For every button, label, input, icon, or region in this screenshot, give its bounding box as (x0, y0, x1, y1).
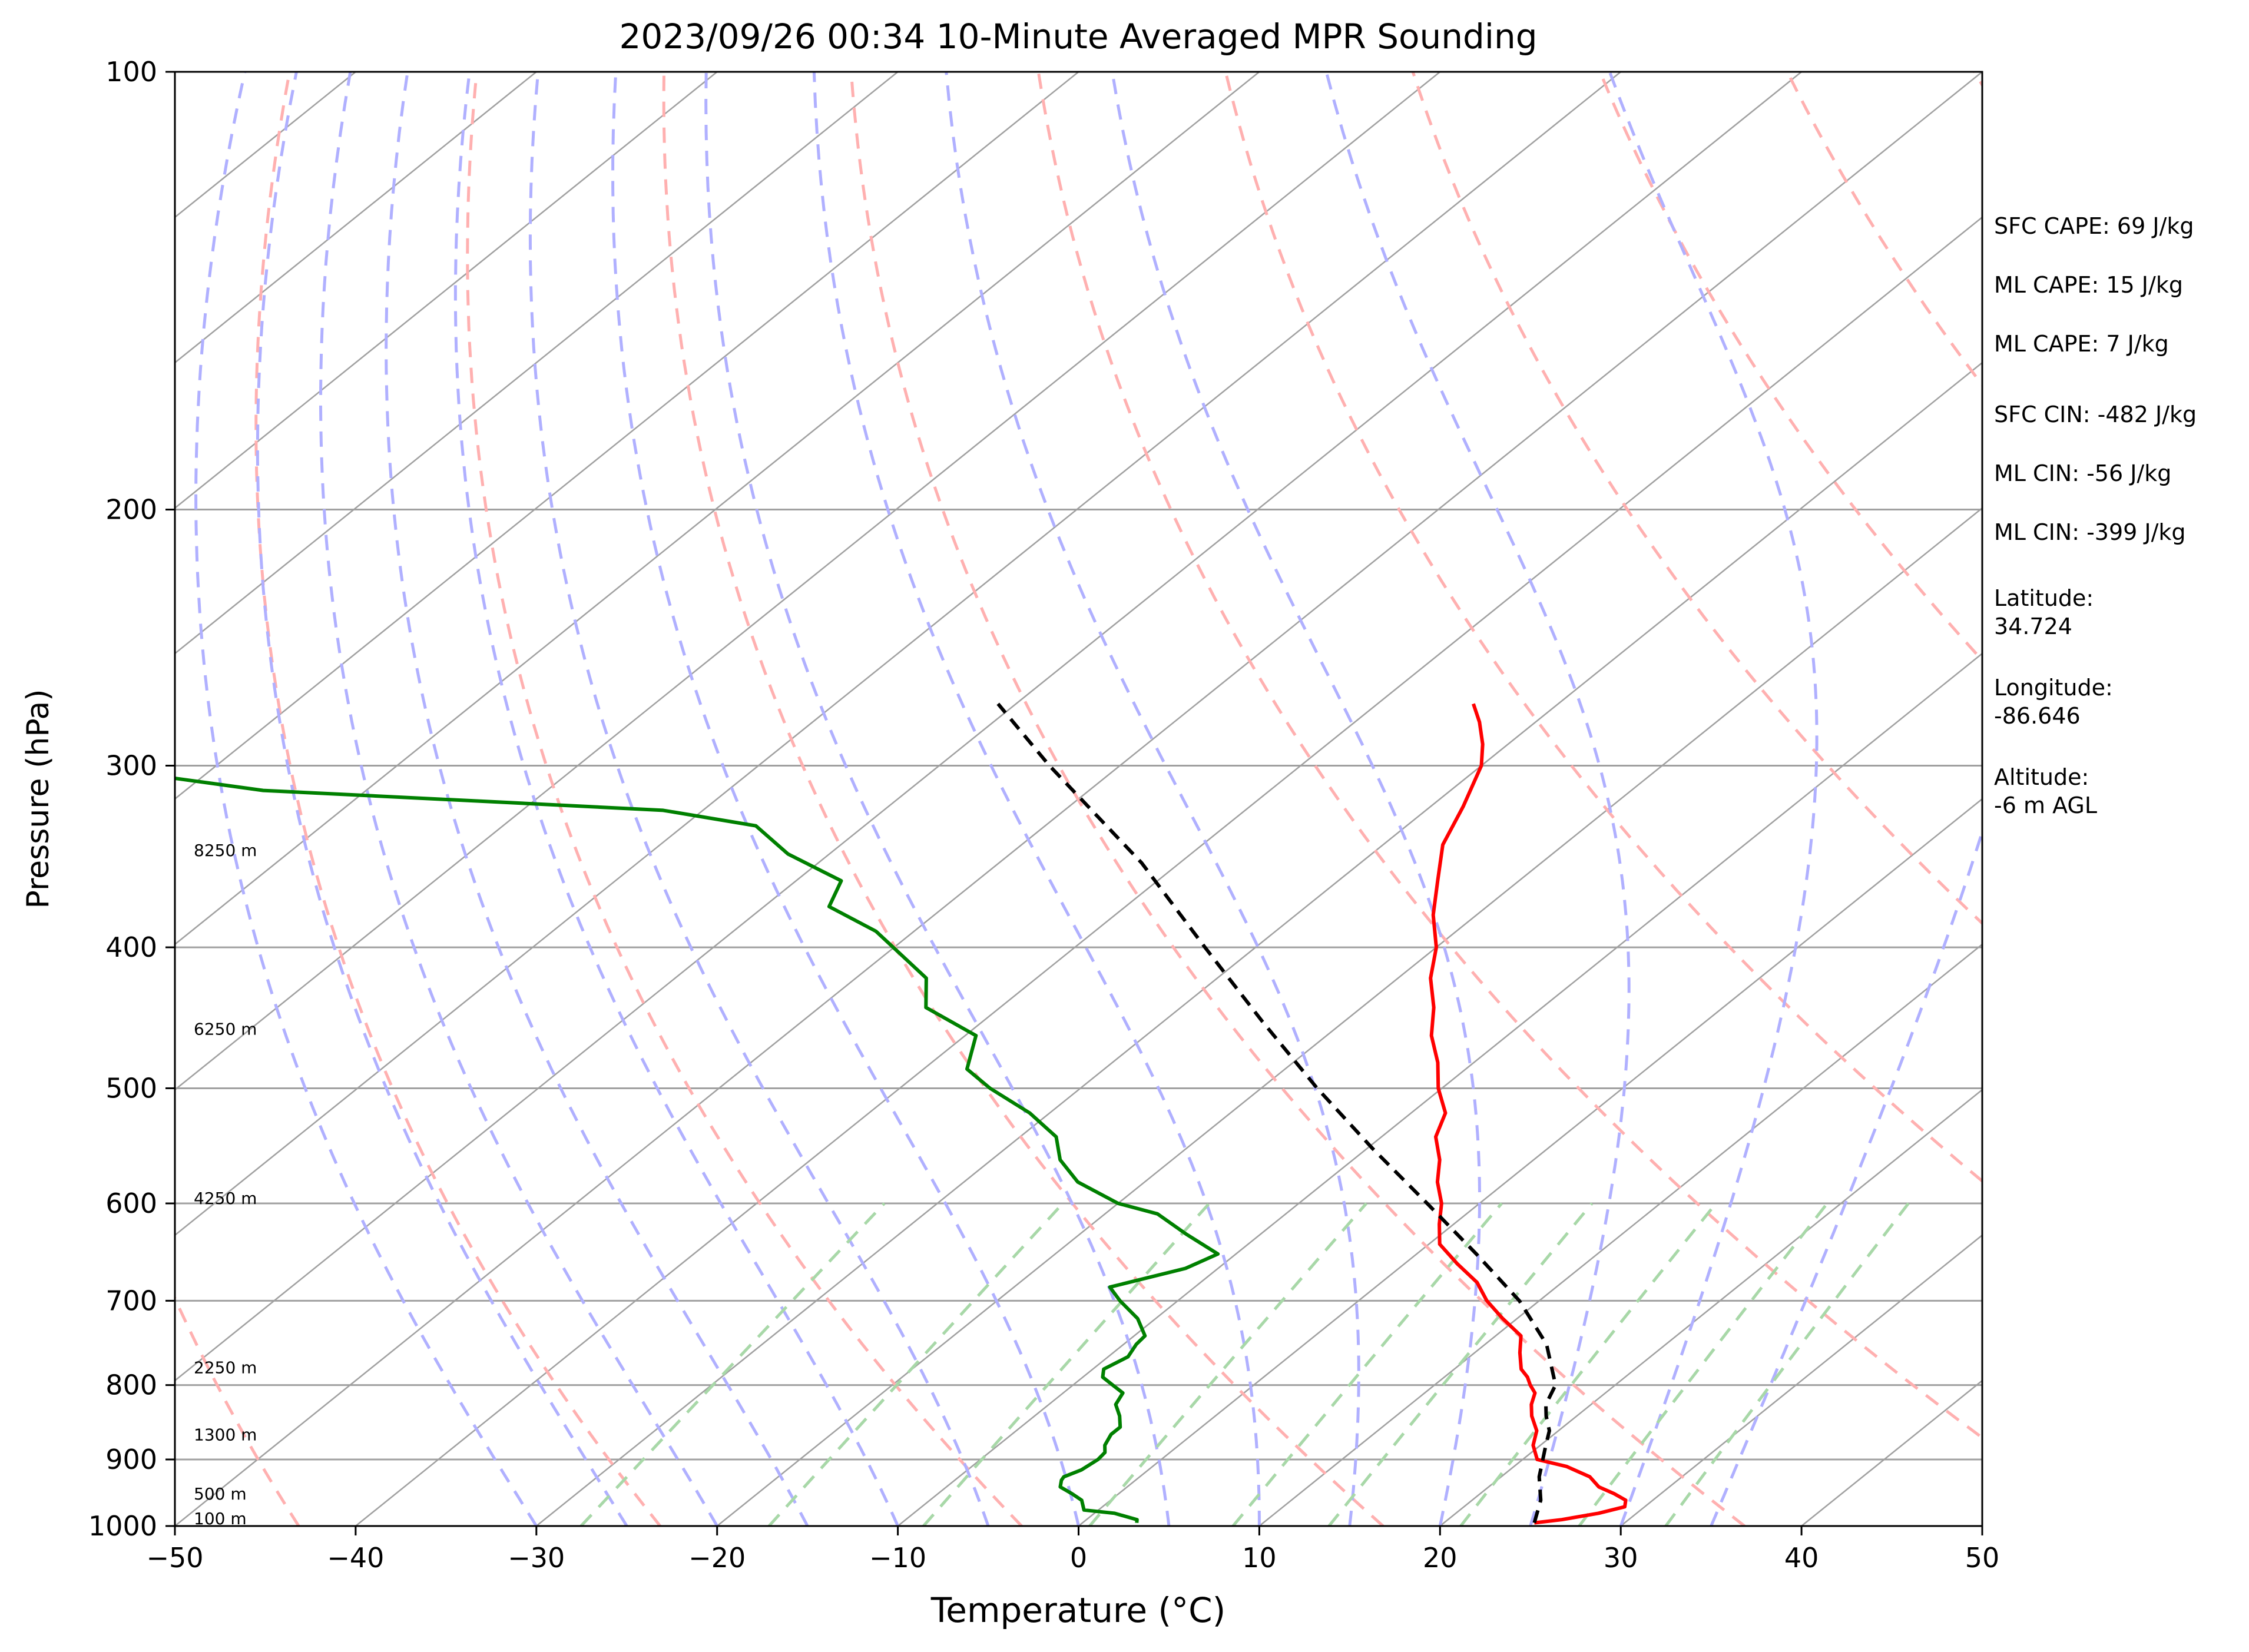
ml-cape-text-2: ML CAPE: 7 J/kg (1994, 331, 2169, 357)
reference-lines (175, 72, 1982, 1526)
isotherm-line (175, 72, 1441, 1091)
y-tick-label: 400 (105, 931, 157, 963)
dry-adiabat-line (849, 72, 1745, 1526)
isotherm-line (175, 72, 1079, 800)
chart-title: 2023/09/26 00:34 10-Minute Averaged MPR … (619, 16, 1537, 57)
y-tick-label: 100 (105, 56, 157, 88)
latitude-block: Latitude: 34.724 (1994, 584, 2241, 641)
sounding-stats-panel: SFC CAPE: 69 J/kg ML CAPE: 15 J/kg ML CA… (1994, 212, 2241, 852)
x-tick-label: −30 (508, 1542, 565, 1574)
moist-adiabat-line (1608, 72, 1819, 1526)
y-tick-label: 300 (105, 749, 157, 781)
mixing-ratio-line (1459, 1202, 1717, 1526)
height-label: 1300 m (194, 1425, 257, 1444)
moist-adiabat-line (528, 72, 990, 1526)
mixing-ratio-line (1578, 1202, 1829, 1526)
isotherm-line (175, 72, 899, 655)
altitude-value: -6 m AGL (1994, 792, 2098, 818)
dry-adiabat-line (1411, 72, 1982, 925)
moist-adiabat-line (385, 72, 809, 1526)
height-label: 500 m (194, 1484, 247, 1504)
x-tick-label: 50 (1965, 1542, 2000, 1574)
isotherm-line (175, 72, 1802, 1382)
isotherm-line (897, 652, 1982, 1526)
x-tick-label: 40 (1784, 1542, 1819, 1574)
dry-adiabat-line (662, 72, 1384, 1526)
moist-adiabat-line (704, 72, 1171, 1526)
sounding-traces (175, 702, 1628, 1525)
ml-cape-text: ML CAPE: 15 J/kg (1994, 272, 2183, 298)
x-tick-label: 0 (1070, 1542, 1087, 1574)
moist-adiabat-line (1324, 72, 1631, 1526)
moist-adiabat-line (453, 72, 899, 1526)
isotherm-line (1439, 1089, 1982, 1526)
x-tick-label: 20 (1423, 1542, 1458, 1574)
dry-adiabat-line (175, 1295, 300, 1526)
height-label: 6250 m (194, 1019, 257, 1039)
latitude-label: Latitude: (1994, 585, 2094, 611)
sfc-cin-text: SFC CIN: -482 J/kg (1994, 402, 2197, 427)
mixing-ratio-line (1327, 1202, 1594, 1526)
isotherm-line (536, 361, 1982, 1526)
isotherm-line (1078, 798, 1982, 1526)
temperature-trace (1429, 703, 1628, 1525)
parcel-trace (996, 702, 1558, 1524)
dry-adiabat-line (1598, 72, 1982, 663)
x-tick-label: −40 (327, 1542, 384, 1574)
y-tick-label: 500 (105, 1072, 157, 1104)
y-tick-label: 200 (105, 494, 157, 526)
isotherm-line (175, 72, 1621, 1236)
longitude-block: Longitude: -86.646 (1994, 674, 2241, 730)
isotherm-line (175, 72, 1260, 946)
dry-adiabat-line (466, 72, 1023, 1526)
x-tick-label: −20 (688, 1542, 746, 1574)
isotherm-line (1620, 1234, 1982, 1526)
dry-adiabat-line (254, 72, 661, 1526)
moist-adiabat-line (611, 72, 1080, 1526)
mixing-ratio-line (579, 1202, 886, 1526)
x-tick-label: 10 (1242, 1542, 1277, 1574)
latitude-value: 34.724 (1994, 613, 2072, 639)
mixing-ratio-line (1664, 1202, 1910, 1526)
y-tick-label: 800 (105, 1369, 157, 1401)
moist-adiabat-line (1710, 72, 1982, 1526)
isotherm-line (716, 507, 1982, 1526)
dry-adiabat-line (1036, 72, 1982, 1440)
longitude-value: -86.646 (1994, 703, 2081, 729)
x-tick-label: −50 (146, 1542, 203, 1574)
y-tick-label: 1000 (88, 1510, 157, 1542)
altitude-block: Altitude: -6 m AGL (1994, 763, 2241, 820)
y-tick-label: 700 (105, 1285, 157, 1316)
x-tick-label: 30 (1604, 1542, 1638, 1574)
height-label: 2250 m (194, 1358, 257, 1378)
isotherm-line (175, 72, 718, 509)
ml-cin-text: ML CIN: -56 J/kg (1994, 460, 2172, 486)
mixing-ratio-line (767, 1202, 1064, 1526)
sfc-cape-text: SFC CAPE: 69 J/kg (1994, 213, 2194, 239)
height-label: 8250 m (194, 841, 257, 860)
axis-ticks: −50 −40 −30 −20 −10 0 10 20 30 40 50 100 200 300 400 50… (88, 56, 1999, 1574)
x-tick-label: −10 (869, 1542, 926, 1574)
moist-adiabat-line (812, 72, 1261, 1526)
dewpoint-trace (175, 776, 1220, 1523)
isotherm-line (1258, 943, 1982, 1526)
y-tick-label: 600 (105, 1187, 157, 1219)
mixing-ratio-line (922, 1202, 1211, 1526)
moist-adiabat-line (1111, 72, 1481, 1526)
altitude-label: Altitude: (1994, 764, 2089, 790)
height-label: 4250 m (194, 1189, 257, 1208)
ml-cin-text-2: ML CIN: -399 J/kg (1994, 519, 2186, 545)
isotherm-line (355, 216, 1982, 1526)
mixing-ratio-line (1088, 1202, 1368, 1526)
x-axis-label: Temperature (°C) (930, 1590, 1226, 1630)
moist-adiabat-line (319, 72, 718, 1526)
longitude-label: Longitude: (1994, 675, 2113, 701)
y-axis-label: Pressure (hPa) (21, 689, 56, 909)
mixing-ratio-line (1231, 1202, 1503, 1526)
moist-adiabat-line (194, 72, 538, 1526)
y-tick-label: 900 (105, 1444, 157, 1475)
isotherm-line (175, 72, 537, 364)
